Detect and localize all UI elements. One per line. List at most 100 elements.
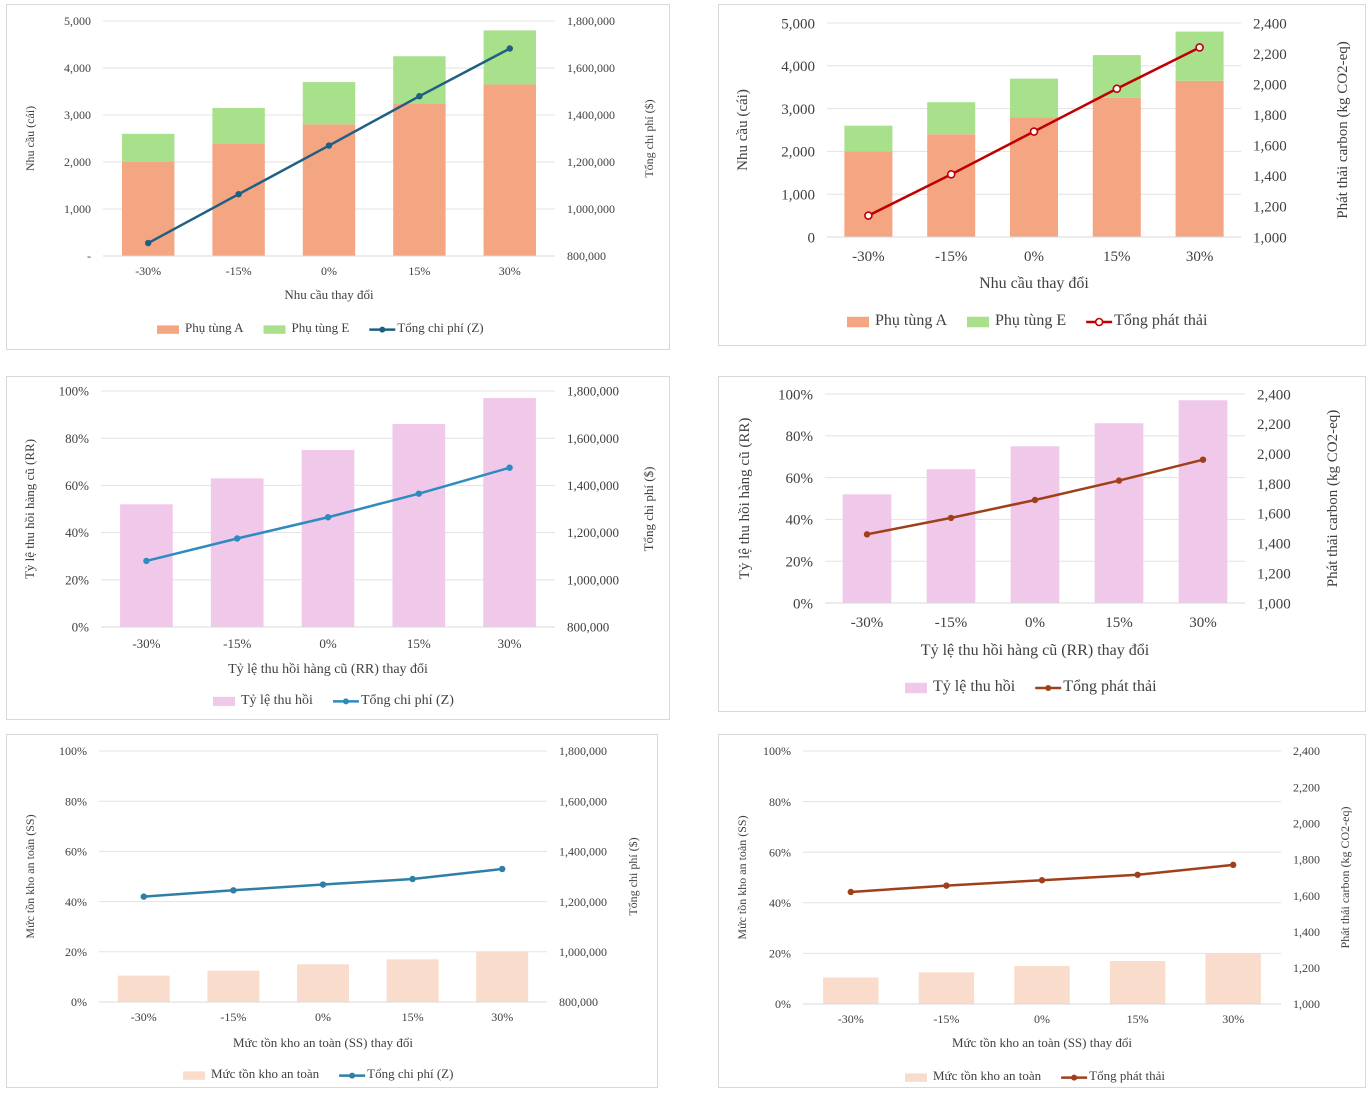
legend-label: Phụ tùng A [185,320,244,335]
x-axis-title: Mức tồn kho an toàn (SS) thay đổi [952,1035,1132,1050]
y2-axis-title: Tổng chi phí ($) [641,467,656,552]
x-axis-title: Nhu cầu thay đổi [284,287,374,302]
x-tick-label: 0% [315,1010,331,1024]
chart-panel-rr-emission: 0% 20% 40% 60% 80% 100% 1,000 1,200 1,400 1,600 1,… [718,376,1366,712]
legend-label: Tỷ lệ thu hồi [933,678,1016,695]
y2-tick-label: 2,200 [1253,47,1287,63]
bar [301,450,355,627]
bar [1010,446,1060,603]
x-tick-label: 30% [1186,249,1214,265]
bar [121,133,175,162]
bar [927,134,976,237]
legend-label: Phụ tùng E [292,320,350,335]
legend-label: Phụ tùng E [995,312,1066,329]
x-tick-label: -15% [935,615,968,631]
data-point [943,882,950,889]
legend: Phụ tùng A Phụ tùng E Tổng phát thải [847,312,1208,329]
data-point [143,557,150,565]
chart-svg: 0% 20% 40% 60% 80% 100% 800,000 1,000,000 1,200,… [23,744,640,1081]
data-point [1195,43,1204,52]
y-tick-label: 40% [65,525,89,540]
legend: Mức tồn kho an toàn Tổng phát thải [905,1068,1165,1083]
y-tick-label: - [87,249,91,263]
y2-tick-label: 1,000,000 [567,572,619,587]
y-tick-label: 100% [778,387,813,403]
data-point [506,45,513,52]
legend: Phụ tùng A Phụ tùng E Tổng chi phí (Z) [157,320,484,335]
x-tick-label: 0% [1025,615,1045,631]
y-axis-title: Nhu cầu (cái) [23,106,37,171]
data-point [1031,496,1039,504]
legend-marker [1045,685,1052,691]
y-tick-label: 1,000 [781,187,815,203]
y2-tick-label: 800,000 [559,995,598,1009]
y-axis-title: Tỷ lệ thu hồi hàng cũ (RR) [22,439,37,579]
data-point [1134,871,1141,878]
y-tick-label: 80% [769,795,791,809]
x-tick-label: 15% [1127,1012,1149,1026]
legend-swatch [967,316,990,328]
data-point [1115,477,1123,484]
x-tick-label: 30% [491,1010,513,1024]
data-point [1038,877,1046,884]
chart-svg: 0% 20% 40% 60% 80% 100% 1,000 1,200 1,400 1,600 1,… [735,744,1352,1083]
bar [392,424,446,627]
legend-marker [1094,317,1104,327]
legend-label: Mức tồn kho an toàn [933,1068,1042,1083]
y-tick-label: 100% [59,744,87,758]
legend-swatch [905,1073,927,1082]
chart-svg: - 1,000 2,000 3,000 4,000 5,000 800,000 1,000,0… [23,14,656,335]
y-tick-label: 0% [775,997,791,1011]
bar [844,151,893,237]
y2-tick-label: 1,400 [1253,169,1287,185]
y-tick-label: 5,000 [64,14,91,28]
bar [926,469,976,603]
y2-tick-label: 1,400,000 [567,108,615,122]
legend-label: Mức tồn kho an toàn [211,1066,320,1081]
bar [212,107,265,144]
y2-tick-label: 1,200 [1253,200,1287,216]
y-tick-label: 100% [59,384,90,399]
x-tick-label: 0% [1024,249,1044,265]
legend-swatch [263,325,286,334]
x-tick-label: -30% [131,1010,157,1024]
bar [918,972,975,1004]
data-point [947,514,955,522]
bar [476,951,529,1002]
y2-tick-label: 1,000 [1293,997,1320,1011]
x-tick-label: 15% [1105,615,1133,631]
bar [1009,117,1059,237]
y2-tick-label: 1,800,000 [567,384,619,399]
bar [1009,78,1059,118]
y-tick-label: 20% [786,554,814,570]
chart-svg: 0% 20% 40% 60% 80% 100% 1,000 1,200 1,400 1,600 1,… [737,387,1341,695]
data-point [506,464,513,471]
x-tick-label: 15% [407,636,431,651]
x-axis-title: Tỷ lệ thu hồi hàng cũ (RR) thay đổi [228,662,428,677]
y-tick-label: 4,000 [64,61,91,75]
legend-label: Phụ tùng A [875,312,947,329]
y-tick-label: 40% [65,895,87,909]
y2-tick-label: 2,000 [1257,447,1291,463]
bar [1205,953,1261,1004]
bar [927,102,976,135]
legend-marker [379,326,386,333]
chart-panel-demand-cost: - 1,000 2,000 3,000 4,000 5,000 800,000 1,000,0… [6,4,670,350]
y2-tick-label: 2,400 [1293,744,1320,758]
y-tick-label: 80% [786,429,814,445]
data-point [145,239,152,247]
y-axis-title: Mức tồn kho an toàn (SS) [735,815,749,939]
data-point [416,93,423,100]
y2-axis-title: Phát thải carbon (kg CO2-eq) [1335,41,1351,218]
y2-tick-label: 1,200 [1293,961,1320,975]
y2-tick-label: 800,000 [567,620,609,635]
legend: Tỷ lệ thu hồi Tổng phát thải [905,678,1157,695]
data-point [946,170,956,179]
bar [483,398,536,627]
y-tick-label: 3,000 [781,102,815,118]
y-tick-label: 2,000 [781,145,815,161]
legend-label: Tổng phát thải [1089,1068,1165,1083]
bar [120,504,173,627]
x-tick-label: 30% [499,264,521,278]
y-axis-title: Mức tồn kho an toàn (SS) [23,814,37,938]
